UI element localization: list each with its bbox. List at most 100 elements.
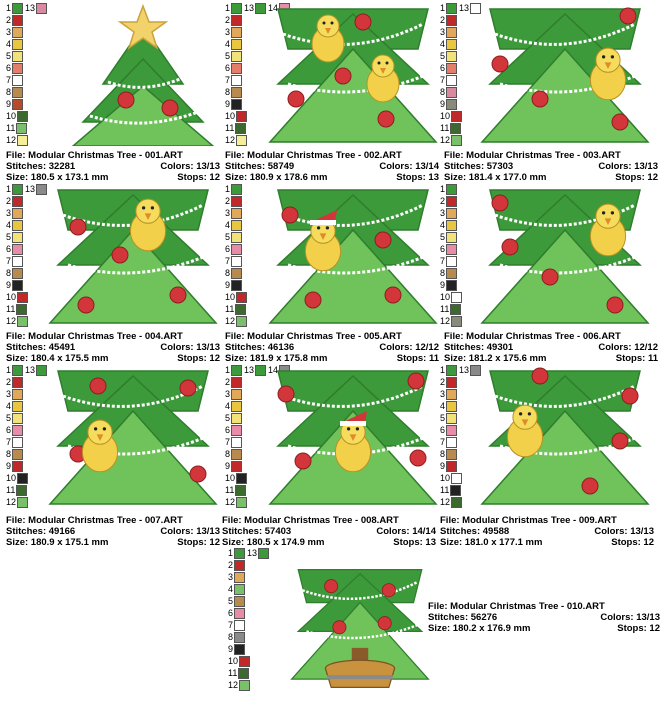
palette-row: 1 [440,183,458,195]
color-swatch [446,39,458,50]
ornament-ball-icon [531,367,549,385]
color-swatch [231,244,243,255]
palette-index: 4 [228,584,234,594]
palette-index: 13 [25,3,36,13]
palette-row: 5 [440,231,458,243]
palette-row: 9 [225,98,243,110]
santa-hat-icon [341,411,367,423]
color-swatch [231,27,243,38]
color-swatch [12,27,24,38]
palette-index: 8 [6,449,12,459]
palette-index: 3 [440,27,446,37]
bird-icon [589,203,627,257]
colors-count: Colors: 14/14 [376,526,436,537]
palette-row: 2 [6,195,24,207]
palette-row: 2 [225,195,243,207]
palette-index: 12 [225,497,236,507]
palette-index: 8 [6,87,12,97]
palette-index: 10 [6,292,17,302]
palette-row: 12 [228,679,251,691]
palette-index: 10 [225,292,236,302]
star-icon [117,3,169,50]
palette-row: 3 [6,26,24,38]
stops-count: Stops: 13 [396,172,439,183]
color-swatch [234,548,246,559]
tree-tier-shape [268,228,438,324]
palette-index: 10 [440,473,451,483]
color-swatch [234,608,246,619]
palette-index: 6 [6,244,12,254]
palette-row: 1 13 [440,364,482,376]
palette-index: 10 [6,473,17,483]
palette-index: 3 [6,27,12,37]
color-swatch [235,485,247,496]
color-swatch [446,63,458,74]
palette-row: 4 [225,400,243,412]
palette-index: 9 [228,644,234,654]
palette-row: 12 [440,496,463,508]
palette-index: 14 [268,365,279,375]
tree-design-art [480,189,650,324]
file-name: File: Modular Christmas Tree - 002.ART [225,150,402,161]
design-info: File: Modular Christmas Tree - 009.ART St… [440,515,654,548]
palette-row: 8 [225,267,243,279]
palette-row: 11 [228,667,250,679]
palette-index: 6 [6,63,12,73]
ornament-ball-icon [381,583,396,598]
size-value: Size: 180.9 x 175.1 mm [6,537,109,548]
color-swatch [446,256,458,267]
ornament-ball-icon [409,449,427,467]
color-swatch [12,268,24,279]
garland-shape [494,384,636,408]
palette-row: 3 [228,571,246,583]
ornament-ball-icon [277,385,295,403]
color-swatch [231,15,243,26]
palette-row: 12 [6,315,29,327]
palette-index: 12 [225,135,236,145]
color-swatch [17,473,29,484]
stitch-count: Stitches: 49588 [440,526,510,537]
palette-index: 3 [225,389,231,399]
palette-index: 5 [440,232,446,242]
palette-row: 1 13 [6,364,48,376]
palette-index: 8 [225,87,231,97]
colors-count: Colors: 13/13 [160,342,220,353]
ornament-ball-icon [179,379,197,397]
file-name: File: Modular Christmas Tree - 004.ART [6,331,183,342]
color-swatch [231,208,243,219]
palette-row: 4 [228,583,246,595]
palette-index: 6 [6,425,12,435]
stitch-count: Stitches: 32281 [6,161,76,172]
palette-row: 6 [225,62,243,74]
palette-index: 9 [225,461,231,471]
garland-shape [282,384,424,408]
stops-count: Stops: 12 [615,172,658,183]
palette-index: 11 [440,123,450,133]
file-name: File: Modular Christmas Tree - 008.ART [222,515,399,526]
color-swatch [451,111,463,122]
palette-index: 10 [225,473,236,483]
palette-row: 8 [225,448,243,460]
palette-index: 7 [440,256,446,266]
palette-row: 1 [225,183,243,195]
color-swatch [12,99,24,110]
palette-index: 5 [6,51,12,61]
palette-index: 9 [6,99,12,109]
stitch-count: Stitches: 49301 [444,342,514,353]
color-swatch [236,473,248,484]
palette-index: 5 [440,413,446,423]
color-swatch [451,292,463,303]
ornament-ball-icon [501,238,519,256]
color-swatch [12,87,24,98]
palette-row: 7 [228,619,246,631]
palette-row: 11 [225,122,247,134]
ornament-ball-icon [611,113,629,131]
palette-index: 9 [6,461,12,471]
palette-index: 2 [440,15,446,25]
color-swatch [12,449,24,460]
palette-index: 6 [228,608,234,618]
garland-shape [107,77,181,89]
palette-row: 6 [225,243,243,255]
palette-index: 6 [440,63,446,73]
